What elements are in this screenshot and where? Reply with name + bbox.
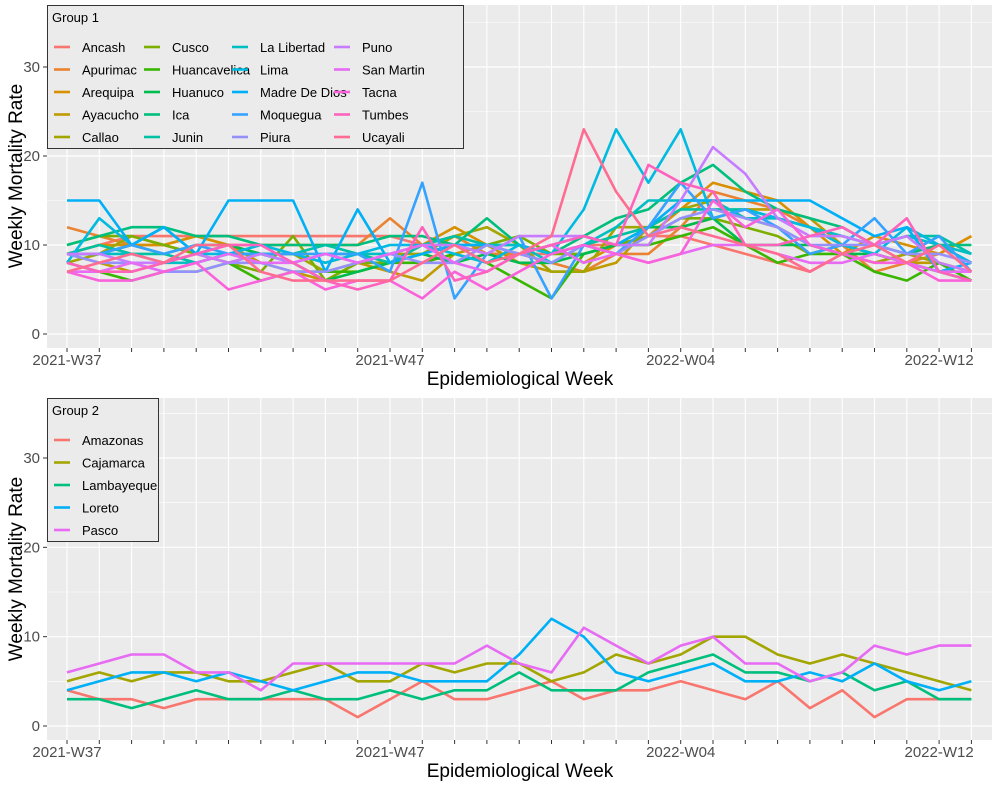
y-axis-title: Weekly Mortality Rate <box>6 84 27 268</box>
legend-box <box>47 5 464 149</box>
y-axis: 0 10 20 30 <box>23 450 47 735</box>
series-line-puno <box>67 145 972 273</box>
legend-label: Cajamarca <box>82 456 146 471</box>
x-tick-label: 2021-W37 <box>32 352 101 369</box>
legend-label: Apurimac <box>82 63 137 78</box>
legend-label: Ica <box>172 108 190 123</box>
legend-label: La Libertad <box>260 40 325 55</box>
legend-label: Ucayali <box>362 130 405 145</box>
x-tick-label: 2022-W12 <box>904 744 973 761</box>
legend-label: Tacna <box>362 85 397 100</box>
legend: Group 1 Ancash Apurimac Arequipa Ayacucho Cal… <box>47 5 464 149</box>
x-axis: 2021-W37 2021-W47 2022-W04 2022-W12 <box>32 740 974 761</box>
series-line-amazonas <box>66 679 972 719</box>
series-lines <box>66 617 972 719</box>
legend-label: Pasco <box>82 523 118 538</box>
y-tick-label: 20 <box>23 148 40 165</box>
legend-title: Group 2 <box>52 403 99 418</box>
panel-group-2: 0 10 20 30 2021-W37 2021-W47 2022-W04 2022-W12… <box>6 398 992 782</box>
x-tick-label: 2022-W12 <box>904 352 973 369</box>
series-line-ucayali <box>66 128 973 282</box>
legend-box <box>47 398 159 542</box>
x-tick-label: 2021-W47 <box>355 352 424 369</box>
legend-label: Piura <box>260 130 291 145</box>
x-axis-title: Epidemiological Week <box>427 369 614 390</box>
y-tick-label: 20 <box>23 539 40 556</box>
panel-group-1: 0 10 20 30 2021-W37 2021-W47 2022-W04 2022-W12… <box>6 5 992 390</box>
y-tick-label: 10 <box>23 237 40 254</box>
legend-label: Arequipa <box>82 85 135 100</box>
series-line-pasco <box>66 626 972 692</box>
legend-label: Lambayeque <box>82 478 157 493</box>
x-axis-title: Epidemiological Week <box>427 761 614 782</box>
legend-title: Group 1 <box>52 10 99 25</box>
x-tick-label: 2022-W04 <box>646 352 715 369</box>
legend-label: Amazonas <box>82 433 144 448</box>
series-line-loreto <box>66 617 972 692</box>
legend-label: Moquegua <box>260 108 322 123</box>
x-tick-label: 2021-W47 <box>355 744 424 761</box>
y-tick-label: 0 <box>32 326 40 343</box>
legend-label: Callao <box>82 130 119 145</box>
legend-label: Lima <box>260 63 289 78</box>
y-axis-title: Weekly Mortality Rate <box>6 477 27 661</box>
legend-label: Huanuco <box>172 85 224 100</box>
legend-label: Tumbes <box>362 108 409 123</box>
legend-label: Loreto <box>82 501 119 516</box>
y-axis: 0 10 20 30 <box>23 59 47 343</box>
legend-label: Ayacucho <box>82 108 139 123</box>
x-tick-label: 2022-W04 <box>646 744 715 761</box>
x-axis: 2021-W37 2021-W47 2022-W04 2022-W12 <box>32 348 974 369</box>
series-line-tacna <box>66 199 972 300</box>
y-tick-label: 0 <box>32 718 40 735</box>
legend-label: Junin <box>172 130 203 145</box>
legend-label: Madre De Dios <box>260 85 347 100</box>
y-tick-label: 30 <box>23 450 40 467</box>
legend-label: Cusco <box>172 40 209 55</box>
legend-label: Huancavelica <box>172 63 251 78</box>
x-tick-label: 2021-W37 <box>32 744 101 761</box>
y-tick-label: 10 <box>23 629 40 646</box>
legend-label: San Martin <box>362 63 425 78</box>
series-lines <box>65 128 973 300</box>
y-tick-label: 30 <box>23 59 40 76</box>
gridlines <box>47 398 992 740</box>
legend-label: Ancash <box>82 40 125 55</box>
legend-label: Puno <box>362 40 392 55</box>
legend: Group 2 Amazonas Cajamarca Lambayeque Loreto… <box>47 398 159 542</box>
